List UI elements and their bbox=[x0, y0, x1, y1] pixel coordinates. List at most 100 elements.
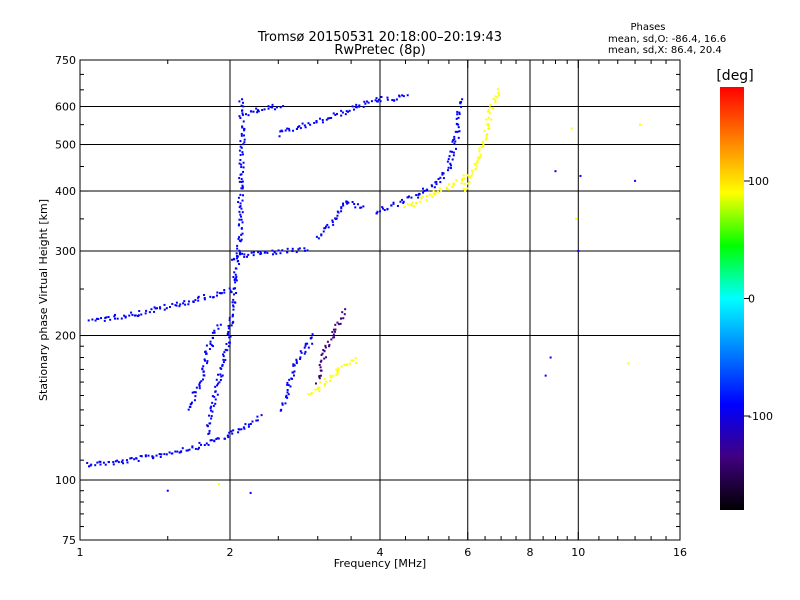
echo-point bbox=[466, 187, 469, 190]
echo-point bbox=[478, 147, 481, 150]
echo-point bbox=[241, 98, 244, 101]
echo-point bbox=[299, 358, 302, 361]
echo-point bbox=[489, 103, 492, 106]
echo-point bbox=[197, 295, 200, 298]
echo-point bbox=[415, 194, 418, 197]
echo-point bbox=[428, 193, 431, 196]
echo-point bbox=[194, 395, 197, 398]
echo-point bbox=[318, 390, 321, 393]
echo-point bbox=[293, 370, 296, 373]
echo-point bbox=[460, 182, 463, 185]
echo-point bbox=[288, 378, 291, 381]
echo-point bbox=[238, 177, 241, 180]
echo-point bbox=[158, 453, 161, 456]
echo-point bbox=[411, 201, 414, 204]
echo-point bbox=[107, 460, 110, 463]
echo-point bbox=[231, 301, 234, 304]
echo-point bbox=[99, 460, 102, 463]
echo-point bbox=[213, 329, 216, 332]
echo-point bbox=[455, 179, 458, 182]
echo-point bbox=[461, 177, 464, 180]
echo-point bbox=[130, 457, 133, 460]
echo-point bbox=[498, 94, 501, 97]
echo-point bbox=[234, 267, 237, 270]
echo-point bbox=[100, 317, 103, 320]
echo-point bbox=[238, 249, 241, 252]
echo-point bbox=[240, 104, 243, 107]
echo-point bbox=[228, 431, 231, 434]
echo-point bbox=[486, 133, 489, 136]
stats-line-o: mean, sd,O: -86.4, 16.6 bbox=[608, 34, 726, 45]
echo-point bbox=[153, 306, 156, 309]
echo-point bbox=[452, 151, 455, 154]
echo-point bbox=[365, 100, 368, 103]
echo-point bbox=[425, 199, 428, 202]
echo-point bbox=[415, 201, 418, 204]
echo-point bbox=[454, 130, 457, 133]
echo-point bbox=[217, 327, 220, 330]
echo-point bbox=[206, 424, 209, 427]
echo-point bbox=[231, 313, 234, 316]
echo-point bbox=[215, 294, 218, 297]
echo-point bbox=[431, 195, 434, 198]
echo-point bbox=[121, 459, 124, 462]
echo-point bbox=[181, 447, 184, 450]
echo-point bbox=[494, 100, 497, 103]
echo-point bbox=[94, 464, 97, 467]
echo-point bbox=[222, 361, 225, 364]
echo-point bbox=[263, 251, 266, 254]
echo-point bbox=[468, 180, 471, 183]
echo-point bbox=[235, 279, 238, 282]
echo-point bbox=[232, 429, 235, 432]
echo-point bbox=[486, 110, 489, 113]
echo-point bbox=[252, 110, 255, 113]
echo-point bbox=[241, 187, 244, 190]
echo-point bbox=[228, 316, 231, 319]
echo-point bbox=[453, 142, 456, 145]
echo-point bbox=[240, 132, 243, 135]
echo-point bbox=[243, 427, 246, 430]
echo-point bbox=[336, 214, 339, 217]
echo-point bbox=[243, 253, 246, 256]
echo-point bbox=[496, 96, 499, 99]
echo-point bbox=[286, 383, 289, 386]
echo-point bbox=[208, 414, 211, 417]
echo-point bbox=[326, 340, 329, 343]
echo-point bbox=[435, 183, 438, 186]
echo-point bbox=[362, 205, 365, 208]
echo-point bbox=[458, 111, 461, 114]
echo-point bbox=[374, 99, 377, 102]
echo-point bbox=[467, 175, 470, 178]
echo-point bbox=[227, 324, 230, 327]
y-tick-label: 200 bbox=[55, 330, 76, 343]
echo-point bbox=[269, 106, 272, 109]
echo-point bbox=[456, 123, 459, 126]
echo-point bbox=[447, 158, 450, 161]
echo-point bbox=[155, 307, 158, 310]
echo-point bbox=[342, 317, 345, 320]
echo-point bbox=[334, 217, 337, 220]
echo-point bbox=[256, 419, 259, 422]
echo-point bbox=[210, 415, 213, 418]
echo-point bbox=[226, 349, 229, 352]
echo-point bbox=[332, 374, 335, 377]
echo-point bbox=[186, 449, 189, 452]
echo-point bbox=[242, 161, 245, 164]
echo-point bbox=[494, 95, 497, 98]
echo-point bbox=[325, 380, 328, 383]
echo-point bbox=[488, 127, 491, 130]
echo-point bbox=[88, 465, 91, 468]
echo-point bbox=[303, 124, 306, 127]
echo-point bbox=[152, 456, 155, 459]
echo-point bbox=[212, 404, 215, 407]
echo-point bbox=[325, 225, 328, 228]
echo-point bbox=[334, 113, 337, 116]
echo-point bbox=[285, 394, 288, 397]
echo-point bbox=[329, 374, 332, 377]
echo-point bbox=[252, 254, 255, 257]
echo-point bbox=[171, 302, 174, 305]
echo-point bbox=[203, 298, 206, 301]
echo-point bbox=[446, 160, 449, 163]
echo-point bbox=[230, 324, 233, 327]
echo-point bbox=[237, 201, 240, 204]
